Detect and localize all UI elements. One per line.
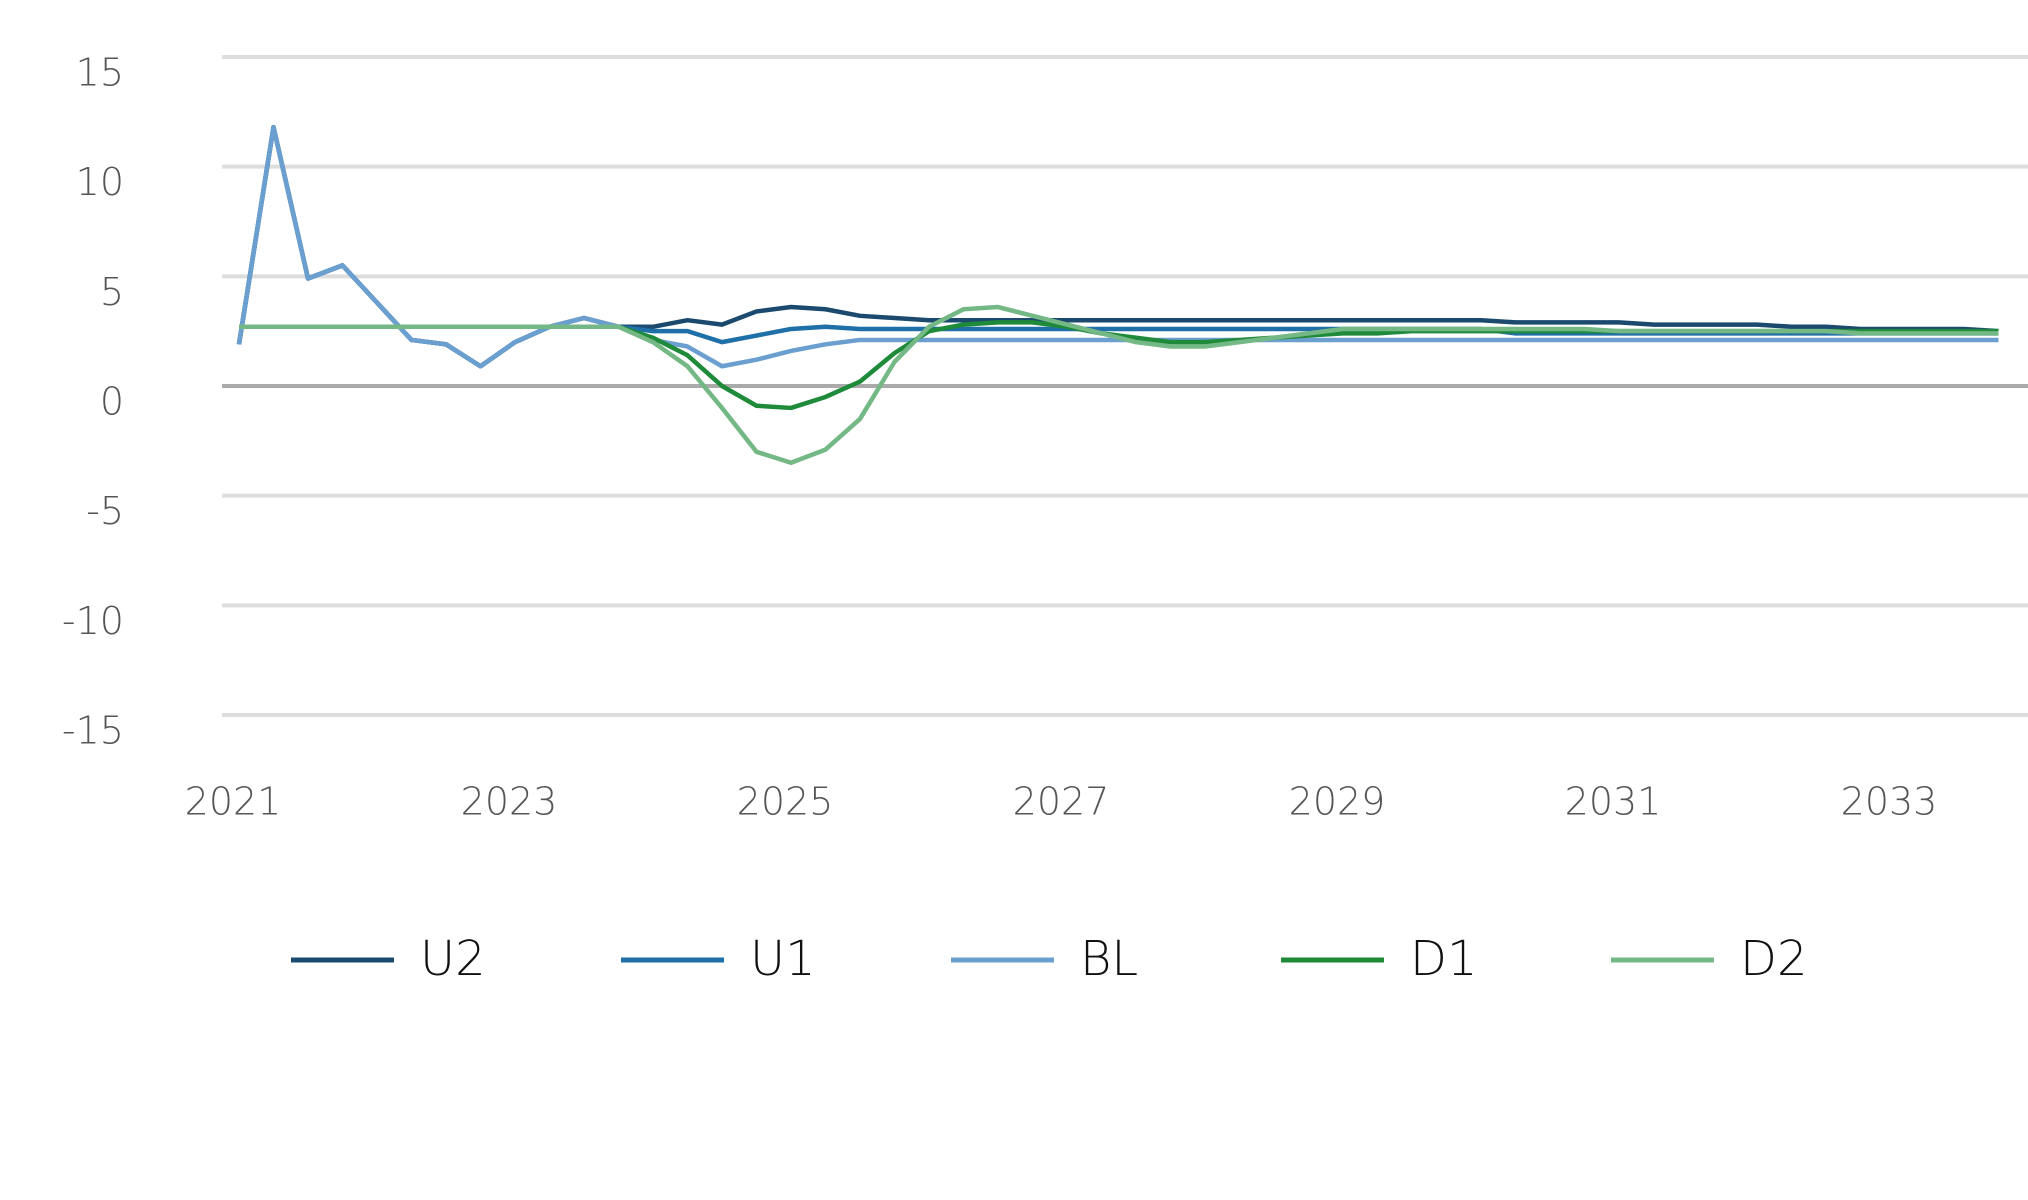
y-tick-label: 15: [76, 51, 124, 95]
y-tick-label: 5: [100, 270, 124, 314]
y-tick-label: -5: [86, 489, 124, 533]
x-tick-label: 2027: [1013, 780, 1110, 824]
y-tick-label: -10: [62, 599, 124, 643]
x-tick-label: 2023: [461, 780, 558, 824]
y-tick-label: 0: [100, 380, 124, 424]
y-tick-label: -15: [62, 709, 124, 753]
legend-label: BL: [1080, 931, 1138, 987]
x-tick-label: 2029: [1289, 780, 1386, 824]
x-tick-label: 2031: [1565, 780, 1662, 824]
series-line: [239, 304, 1999, 466]
x-tick-label: 2021: [185, 780, 282, 824]
x-tick-label: 2025: [737, 780, 834, 824]
legend-label: U2: [420, 931, 486, 987]
legend-label: D1: [1410, 931, 1478, 987]
x-tick-label: 2033: [1841, 780, 1938, 824]
y-tick-label: 10: [76, 160, 124, 204]
legend-label: U1: [750, 931, 816, 987]
legend-label: D2: [1740, 931, 1808, 987]
